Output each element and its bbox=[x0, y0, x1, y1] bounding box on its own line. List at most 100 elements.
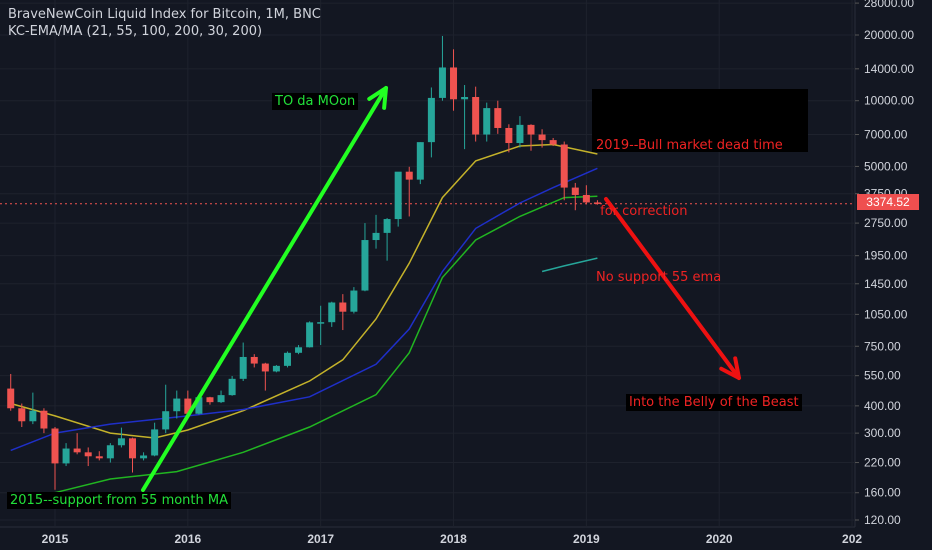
candle bbox=[394, 171, 402, 227]
candle-body bbox=[372, 232, 380, 241]
candle-body bbox=[394, 171, 402, 220]
annotation-2019[interactable]: 2019--Bull market dead time for correcti… bbox=[592, 89, 808, 285]
arrow-down-red bbox=[604, 197, 741, 380]
candle-body bbox=[538, 134, 546, 141]
candle bbox=[306, 321, 314, 348]
candle bbox=[295, 345, 303, 355]
annotation-support[interactable]: 2015--support from 55 month MA bbox=[7, 492, 232, 509]
candle bbox=[73, 433, 81, 455]
candle bbox=[117, 427, 125, 448]
candle bbox=[261, 362, 269, 391]
candle bbox=[29, 392, 37, 425]
candle-body bbox=[84, 452, 92, 457]
candle-body bbox=[117, 438, 125, 446]
candle bbox=[106, 443, 114, 463]
annotation-belly[interactable]: Into the Belly of the Beast bbox=[626, 394, 802, 411]
y-tick-label: 300.00 bbox=[864, 426, 901, 440]
candle bbox=[483, 102, 491, 142]
candle-body bbox=[217, 395, 225, 403]
candle-body bbox=[450, 67, 458, 100]
candle-body bbox=[339, 302, 347, 312]
indicator-lines bbox=[10, 143, 598, 494]
annotation-2019-line1: 2019--Bull market dead time bbox=[596, 138, 783, 153]
arrow-down-red-head bbox=[719, 356, 741, 380]
candle bbox=[173, 390, 181, 419]
annotation-2019-line3: No support 55 ema bbox=[596, 270, 722, 285]
candle-body bbox=[571, 187, 579, 195]
x-tick-label: 2016 bbox=[174, 532, 201, 546]
candle bbox=[51, 427, 59, 490]
candle bbox=[317, 305, 325, 346]
y-tick-label: 5000.00 bbox=[864, 159, 908, 173]
candle-body bbox=[438, 67, 446, 98]
candle bbox=[450, 49, 458, 111]
candle bbox=[217, 390, 225, 404]
y-tick-label: 2750.00 bbox=[864, 216, 908, 230]
candle-body bbox=[527, 124, 535, 135]
candle-body bbox=[405, 171, 413, 180]
candle-body bbox=[306, 322, 314, 348]
candle-body bbox=[505, 127, 513, 144]
candle-body bbox=[18, 408, 26, 422]
candle-body bbox=[582, 194, 590, 203]
x-axis[interactable]: 2015 2016 2017 2018 2019 2020 202 bbox=[42, 532, 863, 546]
candle bbox=[7, 373, 15, 411]
candle bbox=[40, 408, 48, 434]
y-axis[interactable]: 120.00 160.00 220.00 300.00 400.00 550.00 750.… bbox=[855, 0, 914, 527]
y-tick-label: 550.00 bbox=[864, 369, 901, 383]
x-tick-label: 2020 bbox=[706, 532, 733, 546]
candle bbox=[571, 182, 579, 211]
y-tick-label: 160.00 bbox=[864, 486, 901, 500]
annotation-moon[interactable]: TO da MOon bbox=[272, 93, 359, 110]
y-tick-label: 1450.00 bbox=[864, 277, 908, 291]
candle-body bbox=[361, 240, 369, 291]
line-ema55 bbox=[10, 167, 598, 452]
candle bbox=[472, 86, 480, 142]
candle-body bbox=[516, 124, 524, 144]
candle-body bbox=[272, 365, 280, 372]
candle bbox=[162, 384, 170, 434]
y-tick-label: 400.00 bbox=[864, 399, 901, 413]
candle bbox=[593, 200, 601, 205]
x-tick-label: 2017 bbox=[307, 532, 334, 546]
candle-body bbox=[560, 144, 568, 188]
candle bbox=[62, 443, 70, 467]
y-tick-label: 7000.00 bbox=[864, 128, 908, 142]
candle bbox=[383, 218, 391, 261]
candle bbox=[494, 100, 502, 134]
candle bbox=[549, 137, 557, 147]
candle bbox=[206, 396, 214, 405]
candle bbox=[361, 223, 369, 292]
y-tick-label: 14000.00 bbox=[864, 62, 914, 76]
candle bbox=[151, 422, 159, 457]
x-tick-label: 2019 bbox=[573, 532, 600, 546]
candle bbox=[95, 451, 103, 461]
y-tick-label: 750.00 bbox=[864, 339, 901, 353]
candle bbox=[372, 214, 380, 249]
candle-body bbox=[151, 429, 159, 456]
candle-body bbox=[140, 455, 148, 459]
candles bbox=[7, 35, 601, 490]
candle-body bbox=[206, 397, 214, 403]
candle-body bbox=[461, 96, 469, 100]
candle bbox=[272, 365, 280, 373]
candle-body bbox=[317, 322, 325, 324]
candle-body bbox=[95, 456, 103, 459]
arrow-up-green bbox=[141, 86, 388, 492]
candle-body bbox=[472, 96, 480, 135]
candle-body bbox=[427, 97, 435, 143]
candle-body bbox=[261, 363, 269, 372]
candle bbox=[250, 354, 258, 368]
candle bbox=[416, 142, 424, 185]
candle bbox=[18, 403, 26, 428]
candle-body bbox=[29, 410, 37, 422]
candle bbox=[128, 437, 136, 473]
candle-body bbox=[40, 410, 48, 429]
candle bbox=[339, 294, 347, 331]
candle bbox=[228, 376, 236, 396]
chart-title: BraveNewCoin Liquid Index for Bitcoin, 1… bbox=[8, 7, 321, 22]
candle-body bbox=[350, 290, 358, 312]
current-price-label: 3374.52 bbox=[857, 194, 919, 210]
candle bbox=[427, 87, 435, 158]
